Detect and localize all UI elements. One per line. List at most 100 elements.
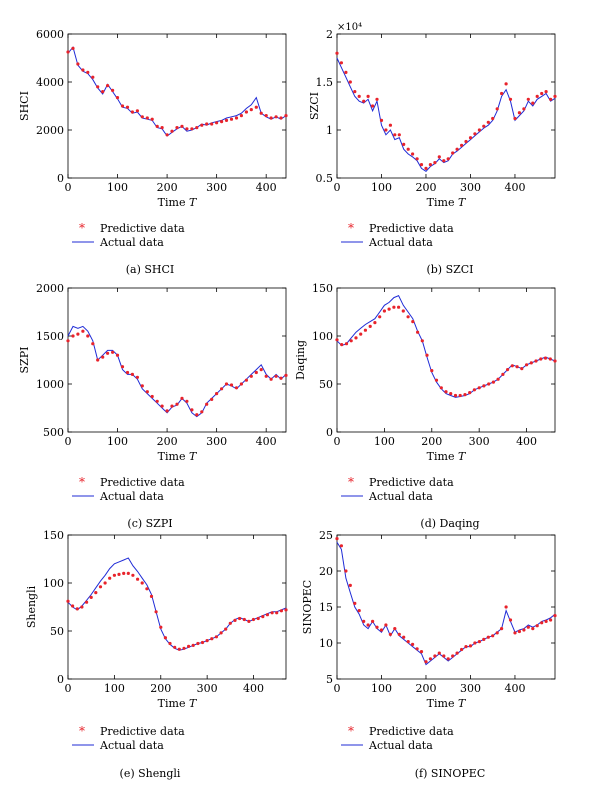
chart-panel-3: 0 100 200 300 400 0 50 100 150 Time T Daqing * Predi… xyxy=(294,282,557,503)
x-axis-label-var: T xyxy=(458,697,467,710)
series-predicted-point xyxy=(446,657,450,661)
series-predicted-point xyxy=(175,402,179,406)
series-predicted-point xyxy=(269,377,273,381)
legend-actual-label: Actual data xyxy=(368,739,433,752)
series-predicted-point xyxy=(531,627,535,631)
axis-exponent-label: ×10⁴ xyxy=(337,22,362,33)
series-predicted-point xyxy=(357,609,361,613)
series-predicted-point xyxy=(249,108,253,112)
series-predicted-point xyxy=(185,127,189,131)
x-tick-label: 200 xyxy=(415,682,436,695)
series-predicted-point xyxy=(446,157,450,161)
series-predicted-point xyxy=(506,368,510,372)
series-predicted-point xyxy=(520,367,524,371)
series-predicted-point xyxy=(140,384,144,388)
x-tick-label: 0 xyxy=(65,181,72,194)
legend-predicted-label: Predictive data xyxy=(369,725,454,738)
series-predicted-point xyxy=(535,94,539,98)
legend-predicted-label: Predictive data xyxy=(100,476,185,489)
chart-panel-1: 0 100 200 300 400 0.5 1 1.5 2 Time T SZCI ×10⁴ * Pred… xyxy=(308,22,557,249)
x-axis-label-text: Time xyxy=(158,196,189,209)
series-predicted-point xyxy=(200,123,204,127)
series-predicted-point xyxy=(224,382,229,386)
series-predicted-point xyxy=(548,357,552,361)
series-actual-line xyxy=(67,557,287,651)
series-predicted-point xyxy=(159,625,163,629)
y-tick-label: 1 xyxy=(326,124,333,137)
series-predicted-point xyxy=(477,128,481,132)
series-predicted-point xyxy=(553,94,557,98)
series-predicted-point xyxy=(525,363,529,367)
series-predicted-point xyxy=(96,358,100,362)
series-predicted-point xyxy=(397,632,401,637)
series-predicted-point xyxy=(284,114,288,118)
series-predicted-point xyxy=(106,351,110,355)
legend-actual-label: Actual data xyxy=(368,236,433,249)
legend-predicted-marker: * xyxy=(348,221,354,235)
x-tick-label: 300 xyxy=(469,435,490,448)
series-predicted-point xyxy=(526,625,530,629)
x-tick-label: 0 xyxy=(65,435,72,448)
series-predicted-point xyxy=(269,116,273,120)
series-predicted-point xyxy=(224,118,229,122)
series-predicted-point xyxy=(165,409,169,413)
series-predicted-point xyxy=(279,376,283,380)
x-axis-label-text: Time xyxy=(158,450,189,463)
x-axis-label-text: Time xyxy=(427,196,458,209)
series-predicted-point xyxy=(510,364,514,368)
series-predicted-point xyxy=(415,647,419,651)
series-predicted-point xyxy=(508,618,513,622)
series-predicted-point xyxy=(392,305,396,309)
series-predicted-point xyxy=(486,635,490,639)
series-predicted-point xyxy=(402,142,406,146)
x-axis-label: Time T xyxy=(427,697,467,710)
series-predicted-point xyxy=(500,91,504,96)
x-tick-label: 400 xyxy=(504,181,525,194)
series-predicted-point xyxy=(170,404,174,408)
x-tick-label: 200 xyxy=(415,181,436,194)
series-predicted-point xyxy=(335,51,339,55)
x-tick-label: 200 xyxy=(157,435,178,448)
series-predicted-point xyxy=(187,644,191,649)
series-predicted-point xyxy=(371,619,375,624)
chart-panel-2: 0 100 200 300 400 500 1000 1500 2000 Time T SZPI * P… xyxy=(18,282,288,503)
series-predicted-point xyxy=(406,147,410,151)
series-predicted-point xyxy=(140,581,144,585)
series-predicted-point xyxy=(344,569,348,573)
legend-actual-label: Actual data xyxy=(368,490,433,503)
plot-frame xyxy=(67,287,287,433)
series-predicted-point xyxy=(274,374,278,378)
series-predicted-point xyxy=(96,85,100,89)
series-predicted-point xyxy=(168,641,172,646)
series-predicted-point xyxy=(491,380,495,384)
series-predicted-point xyxy=(150,394,154,399)
series-predicted-point xyxy=(543,356,548,360)
legend-predicted-marker: * xyxy=(348,724,354,738)
caption-c: (c) SZPI xyxy=(127,517,173,530)
series-predicted-point xyxy=(482,124,486,128)
y-tick-label: 1.5 xyxy=(316,76,334,89)
series-predicted-point xyxy=(359,332,363,336)
series-predicted-point xyxy=(239,382,243,386)
series-predicted-point xyxy=(120,365,125,369)
series-predicted-point xyxy=(486,120,490,124)
series-predicted-point xyxy=(339,544,343,548)
series-predicted-point xyxy=(130,372,134,376)
series-predicted-point xyxy=(442,654,446,658)
series-predicted-point xyxy=(103,581,107,585)
series-predicted-point xyxy=(76,332,80,336)
series-predicted-point xyxy=(111,88,115,92)
series-predicted-point xyxy=(406,640,410,644)
series-predicted-point xyxy=(491,116,495,121)
series-predicted-point xyxy=(517,629,522,634)
series-predicted-point xyxy=(348,80,352,84)
series-predicted-point xyxy=(544,90,548,94)
series-predicted-point xyxy=(373,321,377,325)
series-predicted-point xyxy=(125,370,130,375)
series-predicted-point xyxy=(205,122,209,126)
y-tick-label: 50 xyxy=(50,625,64,638)
series-predicted-point xyxy=(234,116,239,120)
series-predicted-point xyxy=(220,120,224,124)
series-actual-line xyxy=(336,295,556,398)
series-predicted-point xyxy=(284,608,288,612)
